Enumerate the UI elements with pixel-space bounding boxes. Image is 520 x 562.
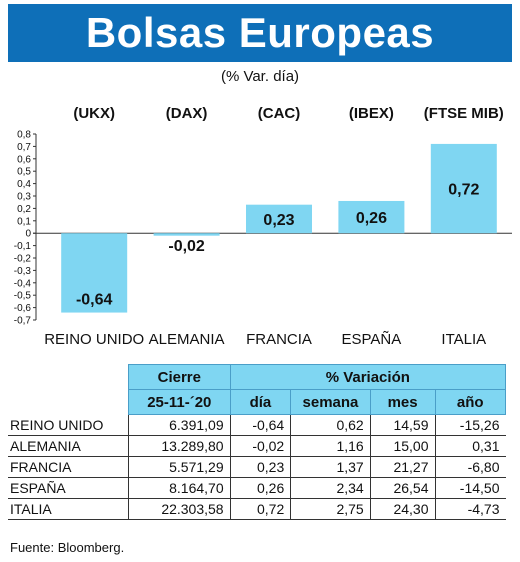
cell-ano: -4,73 [435,498,506,520]
table-row: ITALIA 22.303,58 0,72 2,75 24,30 -4,73 [8,498,506,520]
page-title: Bolsas Europeas [85,9,435,56]
y-tick-label: -0,6 [14,303,32,314]
table-row: FRANCIA 5.571,29 0,23 1,37 21,27 -6,80 [8,456,506,478]
cell-semana: 2,75 [290,498,371,520]
cell-cierre: 5.571,29 [128,456,231,478]
col-header-semana: semana [290,389,371,415]
bar-chart: 0,80,70,60,50,40,30,20,10-0,1-0,2-0,3-0,… [14,105,512,348]
cell-dia: 0,72 [230,498,292,520]
category-label: REINO UNIDO [44,331,144,348]
y-tick-label: -0,1 [14,241,32,252]
cell-mes: 24,30 [370,498,436,520]
cell-mes: 21,27 [370,456,436,478]
category-label: ALEMANIA [149,331,225,348]
y-tick-label: -0,2 [14,254,32,265]
bar-españa [338,200,405,234]
cell-mes: 14,59 [370,414,436,436]
data-table: Cierre % Variación 25-11-´20 día semana … [8,364,507,520]
bar-value-label: 0,26 [356,210,387,227]
col-header-mes: mes [369,389,436,415]
index-label: (FTSE MIB) [424,105,504,122]
y-tick-label: -0,4 [14,278,32,289]
index-label: (CAC) [258,105,301,122]
bar-reino-unido [61,233,128,313]
source-note: Fuente: Bloomberg. [10,540,125,555]
chart-subtitle: (% Var. día) [220,68,300,85]
y-tick-label: 0,5 [17,167,31,178]
y-tick-label: 0,6 [17,154,31,165]
bar-italia [430,143,497,234]
cell-cierre: 6.391,09 [128,414,231,436]
cell-dia: 0,26 [230,477,292,499]
table-row: ALEMANIA 13.289,80 -0,02 1,16 15,00 0,31 [8,435,506,457]
cell-dia: 0,23 [230,456,292,478]
cell-ano: -15,26 [435,414,506,436]
header-banner: Bolsas Europeas [8,4,512,62]
cell-mes: 26,54 [370,477,436,499]
cell-cierre: 22.303,58 [128,498,231,520]
table-col-header-row: 25-11-´20 día semana mes año [8,389,507,415]
bar-value-label: 0,23 [263,212,294,229]
category-label: ITALIA [441,331,486,348]
bar-value-label: -0,64 [76,292,113,309]
cell-cierre: 8.164,70 [128,477,231,499]
y-tick-label: 0,7 [17,142,31,153]
y-tick-label: 0,8 [17,130,31,141]
cell-dia: -0,64 [230,414,292,436]
row-name: ALEMANIA [8,435,129,457]
col-header-dia: día [229,389,292,415]
data-table-container: Cierre % Variación 25-11-´20 día semana … [8,364,512,520]
y-tick-label: 0,3 [17,192,31,203]
y-tick-label: 0,2 [17,204,31,215]
y-tick-label: 0,1 [17,216,31,227]
category-label: FRANCIA [246,331,312,348]
bar-value-label: -0,02 [168,238,205,255]
cell-semana: 1,16 [290,435,371,457]
y-tick-label: -0,5 [14,291,32,302]
cell-ano: -6,80 [435,456,506,478]
category-label: ESPAÑA [342,331,402,348]
cell-cierre: 13.289,80 [128,435,231,457]
row-name: REINO UNIDO [8,414,129,436]
cell-ano: 0,31 [435,435,506,457]
cell-semana: 1,37 [290,456,371,478]
index-label: (UKX) [73,105,115,122]
bar-alemania [153,233,220,236]
bar-value-label: 0,72 [448,182,479,199]
table-row: REINO UNIDO 6.391,09 -0,64 0,62 14,59 -1… [8,414,506,436]
y-tick-label: 0,4 [17,179,31,190]
index-label: (DAX) [166,105,208,122]
group-header-variacion: % Variación [229,364,507,390]
table-row: ESPAÑA 8.164,70 0,26 2,34 26,54 -14,50 [8,477,506,499]
row-name: FRANCIA [8,456,129,478]
cell-semana: 2,34 [290,477,371,499]
row-name: ESPAÑA [8,477,129,499]
y-tick-label: 0 [25,229,31,240]
index-label: (IBEX) [349,105,394,122]
group-header-cierre: Cierre [128,364,231,390]
col-header-date: 25-11-´20 [128,389,231,415]
cell-ano: -14,50 [435,477,506,499]
cell-semana: 0,62 [290,414,371,436]
row-name: ITALIA [8,498,129,520]
cell-mes: 15,00 [370,435,436,457]
bar-francia [246,204,312,234]
cell-dia: -0,02 [230,435,292,457]
col-header-ano: año [434,389,507,415]
table-group-header-row: Cierre % Variación [8,364,507,390]
y-tick-label: -0,7 [14,316,32,327]
y-tick-label: -0,3 [14,266,32,277]
